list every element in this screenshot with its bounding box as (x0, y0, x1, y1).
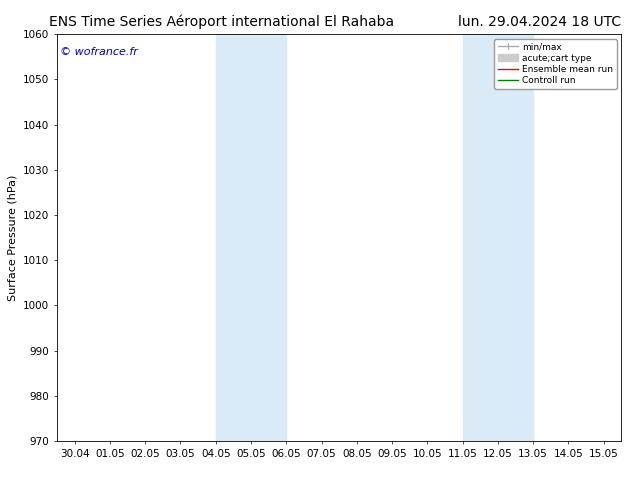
Legend: min/max, acute;cart type, Ensemble mean run, Controll run: min/max, acute;cart type, Ensemble mean … (495, 39, 617, 89)
Text: lun. 29.04.2024 18 UTC: lun. 29.04.2024 18 UTC (458, 15, 621, 29)
Bar (463, 34, 533, 441)
Text: ENS Time Series Aéroport international El Rahaba: ENS Time Series Aéroport international E… (49, 15, 394, 29)
Y-axis label: Surface Pressure (hPa): Surface Pressure (hPa) (8, 174, 18, 301)
Bar (216, 34, 287, 441)
Text: © wofrance.fr: © wofrance.fr (60, 47, 138, 56)
